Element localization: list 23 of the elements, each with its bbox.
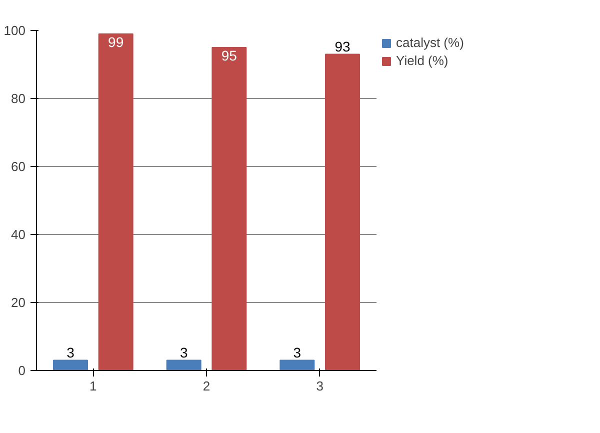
bar xyxy=(98,33,134,370)
data-label: 95 xyxy=(221,48,238,64)
y-tick-label: 60 xyxy=(11,159,26,174)
bar xyxy=(325,54,360,370)
data-label: 3 xyxy=(293,344,302,360)
y-tick-label: 100 xyxy=(4,23,26,38)
data-label: 93 xyxy=(334,38,350,54)
legend-label: Yield (%) xyxy=(396,53,448,68)
x-tick-label: 2 xyxy=(202,378,210,394)
y-tick-label: 0 xyxy=(18,363,26,378)
bar xyxy=(212,47,247,370)
y-tick-label: 80 xyxy=(11,91,26,106)
bar xyxy=(166,360,202,370)
data-label: 3 xyxy=(180,344,188,360)
data-label: 3 xyxy=(66,344,75,360)
data-label: 99 xyxy=(108,34,124,50)
x-tick-label: 3 xyxy=(316,378,324,394)
x-tick-label: 1 xyxy=(90,378,97,394)
legend-label: catalyst (%) xyxy=(396,35,464,50)
y-tick-label: 40 xyxy=(11,227,26,242)
bar xyxy=(280,360,315,370)
bar xyxy=(53,360,88,370)
y-tick-label: 20 xyxy=(11,295,26,310)
